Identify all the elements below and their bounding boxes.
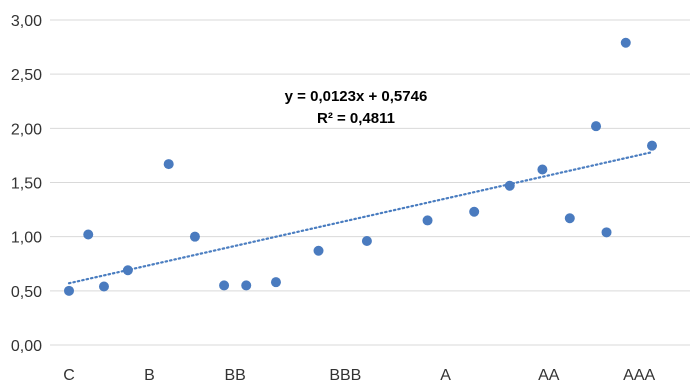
trendline-equation: y = 0,0123x + 0,5746 [285, 88, 428, 105]
data-point [270, 277, 281, 288]
data-point [189, 231, 200, 242]
x-axis-tick-labels: C B BB BBB A AA AAA [63, 367, 655, 383]
y-tick-label: 2,50 [11, 67, 42, 84]
data-point [361, 236, 372, 246]
data-point [122, 265, 133, 276]
y-tick-label: 1,00 [11, 230, 42, 247]
data-point [219, 280, 230, 291]
data-point [422, 215, 433, 226]
data-point [98, 281, 109, 292]
data-point [241, 280, 252, 291]
data-point [647, 140, 657, 151]
y-axis-tick-labels: 0,00 0,50 1,00 1,50 2,00 2,50 3,00 [11, 13, 42, 355]
data-point [591, 121, 602, 132]
trendline-group [67, 151, 654, 285]
data-point [313, 245, 324, 256]
data-point [64, 285, 74, 296]
x-tick-label: B [144, 367, 155, 383]
data-point [83, 229, 94, 240]
y-tick-label: 0,50 [11, 284, 42, 301]
x-tick-label: A [440, 367, 451, 383]
x-tick-label: C [63, 367, 75, 383]
x-tick-label: AAA [623, 367, 655, 383]
trendline-annotation: y = 0,0123x + 0,5746 R² = 0,4811 [285, 88, 428, 127]
x-tick-label: AA [538, 367, 560, 383]
data-point [504, 180, 515, 191]
gridlines [50, 19, 690, 346]
data-point [620, 37, 631, 48]
y-tick-label: 3,00 [11, 13, 42, 30]
x-tick-label: BB [224, 367, 245, 383]
data-point [469, 206, 480, 217]
data-point [537, 164, 548, 175]
data-point [163, 159, 174, 170]
y-tick-label: 1,50 [11, 176, 42, 193]
y-tick-label: 0,00 [11, 338, 42, 355]
trendline [67, 151, 654, 285]
data-points [64, 37, 657, 296]
x-tick-label: BBB [329, 367, 361, 383]
trendline-r-squared: R² = 0,4811 [317, 110, 395, 127]
data-point [564, 213, 575, 224]
data-point [601, 227, 612, 238]
y-tick-label: 2,00 [11, 121, 42, 138]
